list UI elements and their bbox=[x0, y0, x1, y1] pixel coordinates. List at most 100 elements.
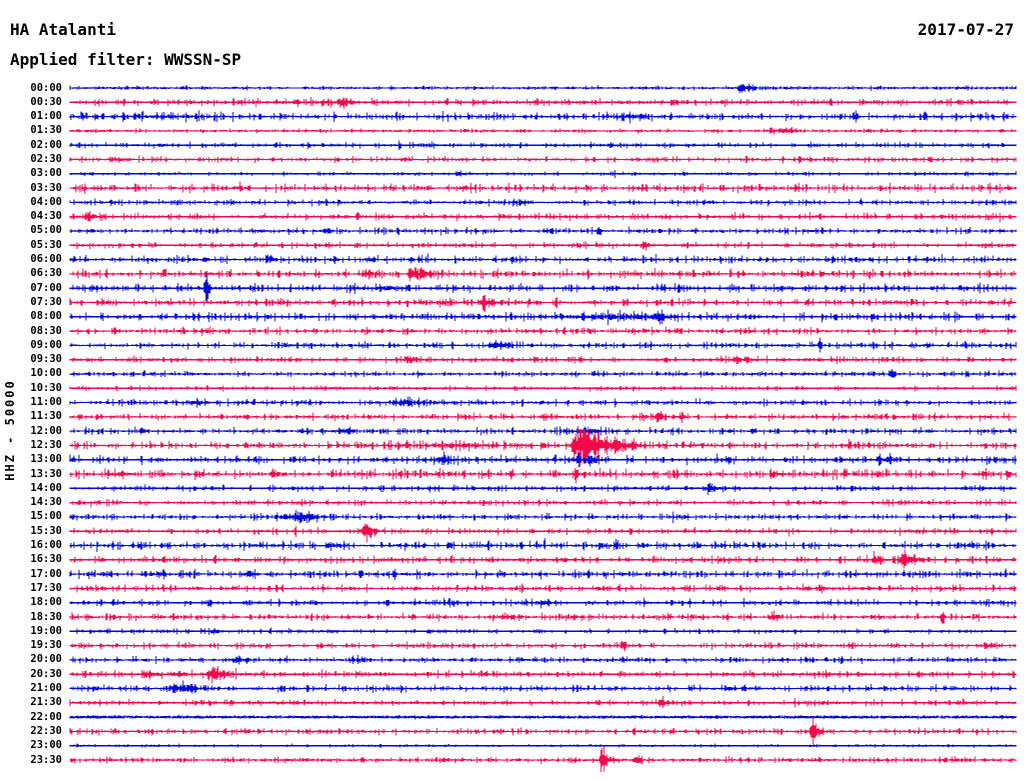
seismic-trace-1230 bbox=[69, 426, 1017, 467]
seismic-trace-1200 bbox=[69, 426, 1017, 437]
trace-time-label: 11:00 bbox=[30, 396, 62, 409]
seismic-trace-1430 bbox=[69, 498, 1017, 508]
seismic-trace-1030 bbox=[69, 385, 1017, 392]
trace-time-label: 10:00 bbox=[30, 367, 62, 380]
trace-time-label: 02:00 bbox=[30, 138, 62, 151]
trace-time-label: 08:00 bbox=[30, 310, 62, 323]
seismic-trace-0400 bbox=[69, 198, 1017, 207]
trace-time-label: 11:30 bbox=[30, 410, 62, 423]
trace-time-label: 06:00 bbox=[30, 253, 62, 266]
trace-time-label: 13:30 bbox=[30, 467, 62, 480]
trace-time-label: 08:30 bbox=[30, 324, 62, 337]
seismic-trace-1900 bbox=[69, 627, 1017, 636]
seismic-trace-1130 bbox=[69, 410, 1017, 424]
seismic-trace-1330 bbox=[69, 467, 1017, 484]
trace-time-label: 22:00 bbox=[30, 710, 62, 723]
trace-time-label: 15:00 bbox=[30, 510, 62, 523]
seismic-trace-1000 bbox=[69, 368, 1017, 378]
seismic-trace-0200 bbox=[69, 140, 1017, 150]
seismic-trace-2230 bbox=[69, 717, 1017, 744]
trace-time-label: 12:00 bbox=[30, 424, 62, 437]
trace-time-label: 14:00 bbox=[30, 481, 62, 494]
trace-time-label: 17:30 bbox=[30, 581, 62, 594]
trace-time-label: 19:30 bbox=[30, 639, 62, 652]
trace-time-label: 13:00 bbox=[30, 453, 62, 466]
trace-time-label: 04:00 bbox=[30, 195, 62, 208]
seismic-trace-2200 bbox=[69, 714, 1017, 720]
trace-time-label: 05:00 bbox=[30, 224, 62, 237]
seismic-trace-0100 bbox=[69, 110, 1017, 124]
trace-time-label: 20:30 bbox=[30, 667, 62, 680]
seismic-trace-1630 bbox=[69, 549, 1017, 569]
seismic-trace-1700 bbox=[69, 568, 1017, 581]
seismic-trace-1530 bbox=[69, 523, 1017, 543]
seismic-trace-0600 bbox=[69, 253, 1017, 265]
seismic-trace-0230 bbox=[69, 155, 1017, 164]
seismic-trace-2030 bbox=[69, 666, 1017, 684]
trace-time-label: 16:30 bbox=[30, 553, 62, 566]
trace-time-label: 18:00 bbox=[30, 596, 62, 609]
seismic-trace-0900 bbox=[69, 338, 1017, 353]
seismic-trace-0000 bbox=[69, 83, 1017, 93]
seismic-trace-0830 bbox=[69, 326, 1017, 336]
trace-time-label: 18:30 bbox=[30, 610, 62, 623]
trace-time-label: 07:00 bbox=[30, 281, 62, 294]
seismic-trace-0730 bbox=[69, 294, 1017, 312]
trace-time-label: 15:30 bbox=[30, 524, 62, 537]
trace-time-label: 07:30 bbox=[30, 295, 62, 308]
seismic-trace-0430 bbox=[69, 211, 1017, 223]
seismic-trace-1300 bbox=[69, 451, 1017, 468]
trace-time-label: 09:00 bbox=[30, 338, 62, 351]
seismic-trace-2330 bbox=[69, 746, 1017, 772]
seismic-trace-1930 bbox=[69, 641, 1017, 652]
applied-filter-label: Applied filter: WWSSN-SP bbox=[10, 50, 242, 69]
seismic-trace-2000 bbox=[69, 655, 1017, 665]
trace-time-label: 02:30 bbox=[30, 152, 62, 165]
trace-time-label: 21:00 bbox=[30, 682, 62, 694]
trace-time-label: 01:30 bbox=[30, 124, 62, 137]
seismic-trace-1100 bbox=[69, 396, 1017, 408]
trace-time-label: 19:00 bbox=[30, 624, 62, 637]
station-title: HA Atalanti bbox=[10, 20, 116, 39]
trace-time-label: 10:30 bbox=[30, 381, 62, 394]
record-date: 2017-07-27 bbox=[917, 20, 1014, 39]
trace-time-label: 16:00 bbox=[30, 539, 62, 552]
trace-time-label: 01:00 bbox=[30, 110, 62, 123]
seismic-trace-0330 bbox=[69, 181, 1017, 194]
seismic-trace-0030 bbox=[69, 97, 1017, 110]
trace-time-label: 04:30 bbox=[30, 210, 62, 223]
trace-time-label: 03:30 bbox=[30, 181, 62, 194]
seismic-trace-1800 bbox=[69, 597, 1017, 609]
seismic-trace-0700 bbox=[69, 273, 1017, 302]
seismic-trace-0630 bbox=[69, 267, 1017, 281]
trace-time-label: 14:30 bbox=[30, 496, 62, 509]
seismic-trace-0800 bbox=[69, 309, 1017, 325]
seismic-trace-1830 bbox=[69, 610, 1017, 625]
seismic-trace-0530 bbox=[69, 241, 1017, 251]
trace-time-label: 23:00 bbox=[30, 739, 62, 752]
trace-time-label: 23:30 bbox=[30, 753, 62, 766]
seismic-trace-1600 bbox=[69, 537, 1017, 553]
trace-time-label: 17:00 bbox=[30, 567, 62, 580]
seismic-trace-1400 bbox=[69, 482, 1017, 495]
seismic-trace-1500 bbox=[69, 510, 1017, 524]
trace-time-label: 09:30 bbox=[30, 353, 62, 366]
seismic-trace-0130 bbox=[69, 127, 1017, 135]
trace-time-label: 03:00 bbox=[30, 167, 62, 180]
trace-time-label: 12:30 bbox=[30, 438, 62, 451]
seismic-trace-2130 bbox=[69, 696, 1017, 709]
seismic-trace-2100 bbox=[69, 680, 1017, 694]
seismic-trace-2300 bbox=[69, 743, 1017, 748]
seismic-trace-0500 bbox=[69, 226, 1017, 236]
trace-time-label: 00:00 bbox=[30, 81, 62, 94]
trace-time-label: 21:30 bbox=[30, 696, 62, 709]
trace-time-label: 06:30 bbox=[30, 267, 62, 280]
seismic-trace-1730 bbox=[69, 583, 1017, 594]
trace-time-label: 22:30 bbox=[30, 724, 62, 737]
trace-time-label: 00:30 bbox=[30, 95, 62, 108]
seismic-trace-0300 bbox=[69, 170, 1017, 178]
trace-time-label: 05:30 bbox=[30, 238, 62, 251]
trace-time-label: 20:00 bbox=[30, 653, 62, 666]
